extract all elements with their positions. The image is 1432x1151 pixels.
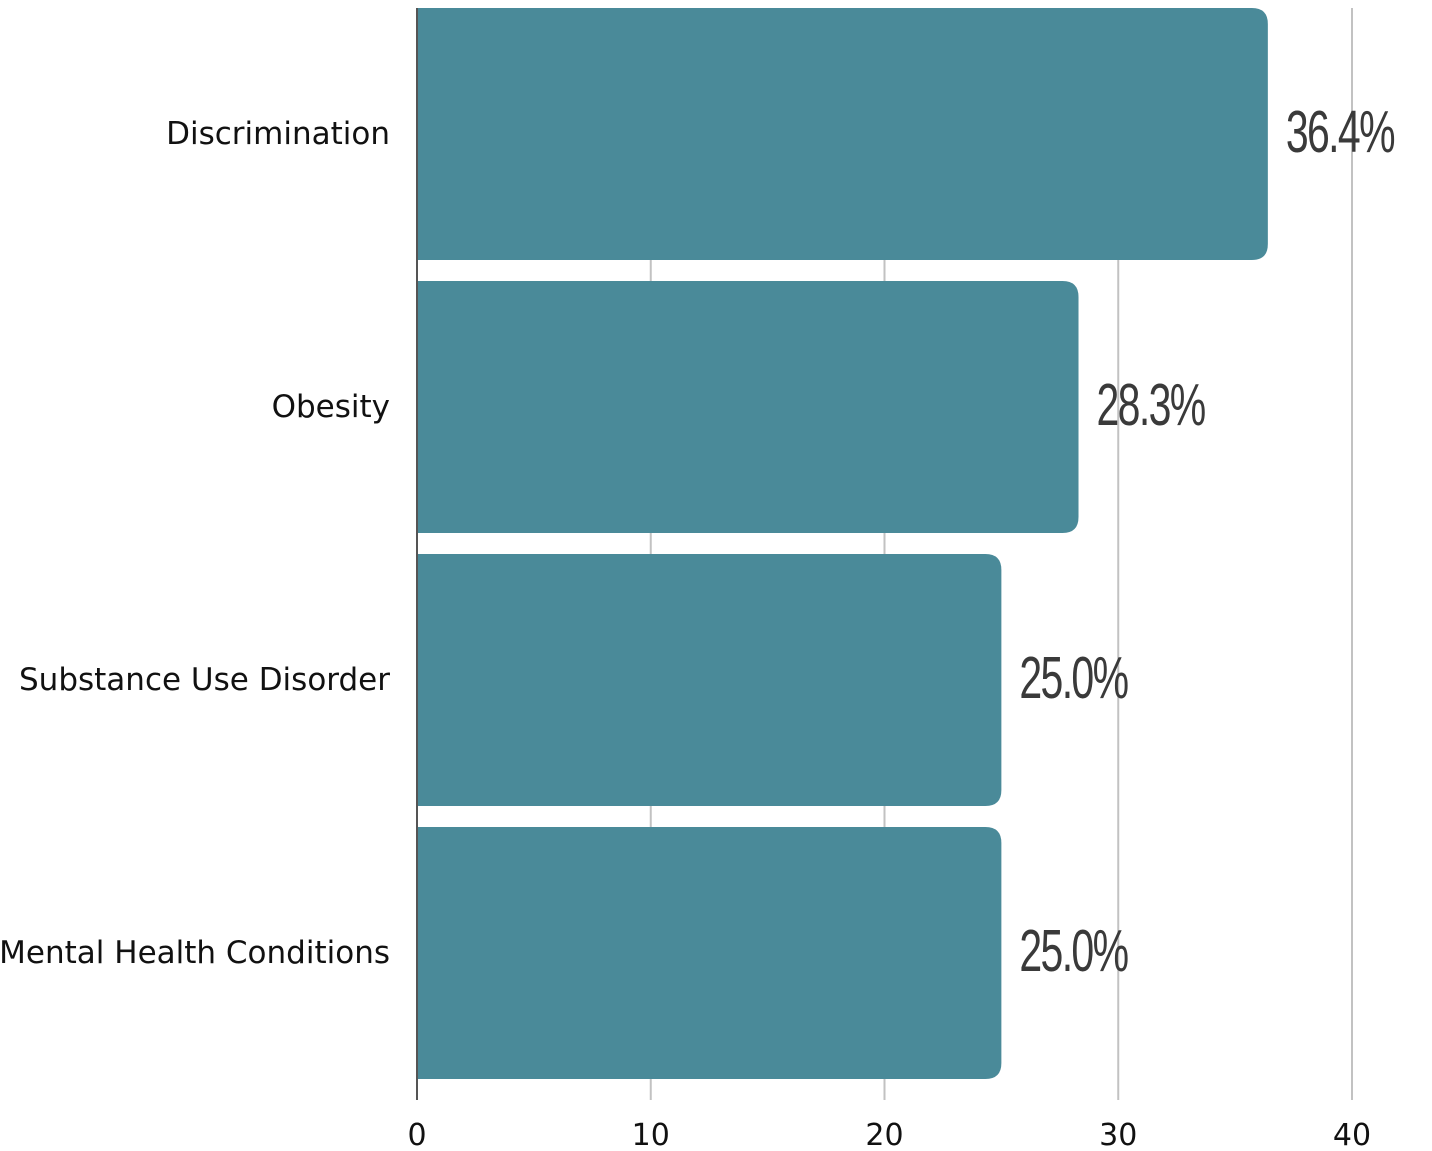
- category-label: Mental Health Conditions: [0, 935, 390, 971]
- data-label: 28.3%: [1097, 372, 1206, 438]
- category-label: Discrimination: [166, 116, 390, 152]
- data-label: 25.0%: [1019, 645, 1128, 711]
- value-labels: 36.4% 28.3% 25.0% 25.0%: [1019, 99, 1396, 984]
- x-tick-label: 30: [1099, 1118, 1137, 1151]
- bar: [417, 281, 1079, 533]
- x-tick-label: 20: [865, 1118, 903, 1151]
- category-label: Obesity: [272, 389, 390, 425]
- bar: [417, 827, 1002, 1079]
- data-label: 36.4%: [1286, 99, 1395, 165]
- x-tick-label: 0: [407, 1118, 426, 1151]
- category-labels: Discrimination Obesity Substance Use Disor…: [0, 116, 390, 971]
- x-tick-label: 10: [632, 1118, 670, 1151]
- x-tick-labels: 0 10 20 30 40: [407, 1118, 1371, 1151]
- data-label: 25.0%: [1019, 918, 1128, 984]
- x-tick-label: 40: [1333, 1118, 1371, 1151]
- bar: [417, 8, 1268, 260]
- bars: [417, 8, 1268, 1079]
- category-label: Substance Use Disorder: [19, 662, 390, 698]
- bar: [417, 554, 1002, 806]
